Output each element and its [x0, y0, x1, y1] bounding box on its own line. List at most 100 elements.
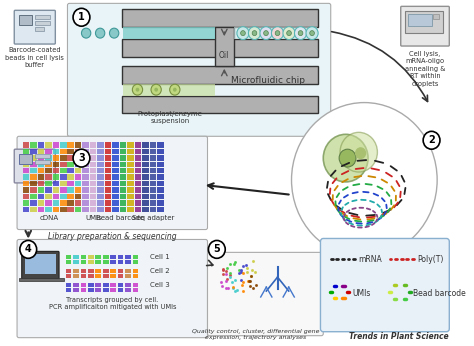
Bar — [30, 174, 36, 180]
Bar — [157, 194, 164, 199]
Bar — [118, 288, 124, 292]
Bar — [105, 200, 111, 206]
Bar — [82, 142, 89, 148]
Bar — [30, 188, 36, 193]
Bar — [433, 14, 439, 19]
Bar — [73, 274, 79, 278]
Text: 1: 1 — [78, 12, 85, 22]
Bar — [81, 269, 86, 273]
Bar — [215, 27, 234, 66]
Circle shape — [154, 88, 158, 92]
Bar — [60, 188, 66, 193]
Circle shape — [298, 31, 303, 36]
Bar — [75, 168, 82, 173]
Bar — [133, 283, 138, 287]
Bar — [127, 162, 134, 167]
Bar — [19, 15, 32, 25]
Bar — [97, 194, 104, 199]
Bar — [122, 39, 318, 57]
Bar — [135, 174, 141, 180]
Bar — [60, 162, 66, 167]
Bar — [135, 200, 141, 206]
Bar — [408, 14, 431, 26]
Circle shape — [248, 27, 261, 39]
Bar — [65, 283, 71, 287]
Bar — [127, 174, 134, 180]
Bar — [105, 207, 111, 212]
Bar — [105, 174, 111, 180]
Bar — [53, 181, 59, 186]
Bar — [23, 181, 29, 186]
Bar — [90, 168, 96, 173]
Bar — [127, 207, 134, 212]
Bar — [45, 149, 52, 154]
Bar — [65, 269, 71, 273]
Circle shape — [310, 31, 314, 36]
Bar — [67, 194, 74, 199]
Text: Trends in Plant Science: Trends in Plant Science — [349, 332, 448, 341]
Circle shape — [260, 27, 272, 39]
Bar — [110, 288, 116, 292]
Bar — [112, 168, 119, 173]
Bar — [53, 194, 59, 199]
Bar — [88, 269, 93, 273]
Bar — [37, 181, 44, 186]
Text: Microfluidic chip: Microfluidic chip — [231, 76, 305, 85]
Bar — [75, 155, 82, 161]
Bar — [90, 149, 96, 154]
Bar — [120, 200, 126, 206]
Bar — [112, 194, 119, 199]
Bar — [157, 188, 164, 193]
Circle shape — [339, 149, 356, 167]
Circle shape — [294, 27, 307, 39]
Bar — [103, 260, 109, 264]
Bar — [75, 162, 82, 167]
Text: Oil: Oil — [219, 52, 229, 61]
Bar — [35, 160, 50, 164]
Bar — [30, 155, 36, 161]
Text: Poly(T): Poly(T) — [418, 255, 444, 264]
Bar — [81, 288, 86, 292]
Bar — [135, 194, 141, 199]
Bar — [112, 181, 119, 186]
Circle shape — [264, 31, 268, 36]
Bar — [112, 149, 119, 154]
Bar — [90, 194, 96, 199]
Bar — [75, 200, 82, 206]
Text: 4: 4 — [25, 244, 32, 254]
Bar — [35, 21, 50, 25]
Bar — [67, 200, 74, 206]
Bar — [60, 149, 66, 154]
Bar — [150, 194, 156, 199]
Bar — [105, 194, 111, 199]
Bar — [234, 27, 317, 39]
Bar — [53, 142, 59, 148]
Bar — [37, 200, 44, 206]
Bar — [122, 9, 318, 27]
Bar — [19, 154, 32, 164]
Bar — [90, 174, 96, 180]
Circle shape — [355, 147, 366, 159]
Bar — [123, 27, 215, 39]
Bar — [95, 283, 101, 287]
Bar — [135, 207, 141, 212]
Bar — [73, 269, 79, 273]
Bar — [30, 194, 36, 199]
Bar — [142, 162, 149, 167]
Bar — [81, 255, 86, 259]
Bar — [133, 255, 138, 259]
Circle shape — [252, 31, 257, 36]
Bar — [90, 155, 96, 161]
Circle shape — [272, 27, 283, 39]
Bar — [81, 274, 86, 278]
Bar — [125, 283, 131, 287]
Bar — [19, 278, 64, 281]
Bar — [157, 207, 164, 212]
Bar — [112, 174, 119, 180]
Bar — [88, 274, 93, 278]
Circle shape — [20, 240, 36, 258]
Text: Quality control, cluster, differential gene
expression, trajectrory analyses: Quality control, cluster, differential g… — [192, 329, 320, 340]
Text: cDNA: cDNA — [39, 215, 58, 221]
Bar — [67, 174, 74, 180]
Bar — [53, 155, 59, 161]
